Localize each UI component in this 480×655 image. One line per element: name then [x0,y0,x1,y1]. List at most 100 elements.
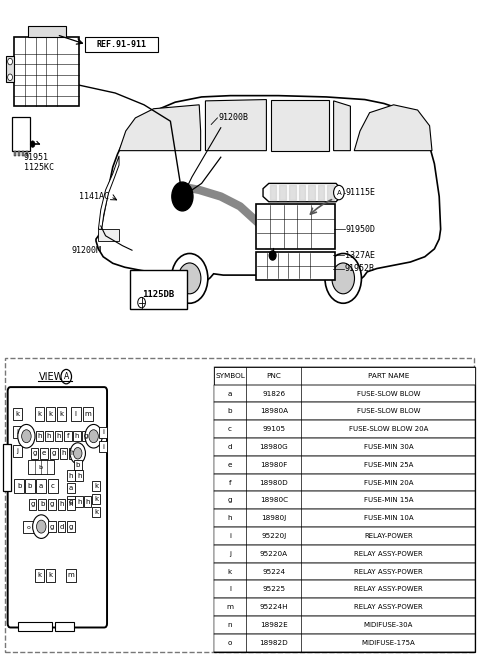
Bar [28,460,54,474]
Text: m: m [68,572,74,578]
Text: 18980J: 18980J [261,515,287,521]
Bar [3,444,11,491]
Bar [214,563,475,580]
Text: RELAY ASSY-POWER: RELAY ASSY-POWER [354,569,423,574]
Text: c: c [51,483,55,489]
Text: 95220A: 95220A [260,551,288,557]
Text: 95224H: 95224H [260,604,288,610]
Text: o: o [228,640,232,646]
Text: k: k [94,496,98,502]
Bar [60,448,67,458]
Bar [45,431,53,441]
Text: FUSE-MIN 15A: FUSE-MIN 15A [363,497,413,503]
Text: k: k [60,411,63,417]
Bar [35,407,44,421]
Text: SYMBOL: SYMBOL [215,373,245,379]
Bar [13,408,22,420]
Bar [67,483,75,493]
Bar [67,496,75,507]
Bar [214,634,475,652]
Bar [6,56,14,82]
Text: m: m [84,411,91,417]
Text: MIDIFUSE-175A: MIDIFUSE-175A [361,640,415,646]
Bar [214,384,475,402]
Text: k: k [94,509,98,515]
Text: g: g [51,450,56,457]
Text: 18980F: 18980F [260,462,288,468]
Text: 91950D: 91950D [346,225,375,234]
Text: PNC: PNC [266,373,281,379]
Bar [214,545,475,563]
Bar [73,431,81,441]
Bar [38,499,46,510]
Text: 1125KC: 1125KC [24,162,54,172]
Text: h: h [69,501,73,508]
Bar [214,456,475,474]
Bar [57,407,66,421]
Text: 99105: 99105 [262,426,286,432]
Text: RELAY ASSY-POWER: RELAY ASSY-POWER [354,551,423,557]
Bar [14,151,16,156]
Text: o: o [26,525,30,530]
Text: g: g [30,501,35,508]
Bar [29,499,36,510]
Text: RELAY-POWER: RELAY-POWER [364,533,413,539]
Text: 18980D: 18980D [260,479,288,485]
Text: d: d [59,523,64,530]
Text: l: l [229,586,231,592]
Bar [18,622,52,631]
Text: a: a [69,485,73,491]
Bar [99,441,107,452]
Text: h: h [85,498,90,505]
Text: l: l [75,411,77,417]
Text: i: i [229,533,231,539]
Bar [36,479,46,493]
Text: 18980C: 18980C [260,497,288,503]
Text: h: h [59,501,64,508]
Bar [31,448,38,458]
Text: 18980G: 18980G [260,444,288,450]
FancyBboxPatch shape [85,37,158,52]
Text: h: h [56,433,61,440]
Bar [75,496,83,507]
Text: FUSE-SLOW BLOW 20A: FUSE-SLOW BLOW 20A [348,426,428,432]
Text: 18980A: 18980A [260,408,288,415]
Text: d: d [228,444,232,450]
Text: b: b [75,462,80,468]
Bar [83,407,93,421]
Bar [46,569,55,582]
Text: h: h [37,433,42,440]
Text: 91826: 91826 [262,390,286,396]
Circle shape [85,424,102,448]
FancyBboxPatch shape [256,252,335,280]
Text: REF.91-911: REF.91-911 [97,40,147,49]
Text: MIDIFUSE-30A: MIDIFUSE-30A [364,622,413,628]
Text: i: i [102,429,104,436]
Text: VIEW: VIEW [39,371,65,382]
Bar [58,499,65,510]
Polygon shape [119,105,201,151]
Text: 95224: 95224 [262,569,286,574]
Bar [74,460,82,470]
Polygon shape [98,156,119,229]
Text: A: A [336,189,341,196]
Bar [67,499,75,510]
Bar [214,402,475,421]
Text: k: k [94,483,98,489]
Text: FUSE-SLOW BLOW: FUSE-SLOW BLOW [357,408,420,415]
Text: k: k [228,569,232,574]
Text: 91200B: 91200B [218,113,249,122]
Bar [214,367,475,384]
Text: n: n [228,622,232,628]
Bar [214,438,475,456]
Bar [48,499,56,510]
Text: f: f [67,433,70,440]
Bar [214,598,475,616]
Bar [84,496,91,507]
Text: k: k [15,411,19,417]
Bar [214,421,475,438]
Text: f: f [228,479,231,485]
Text: k: k [48,572,52,578]
Circle shape [22,430,31,443]
Circle shape [171,253,208,303]
